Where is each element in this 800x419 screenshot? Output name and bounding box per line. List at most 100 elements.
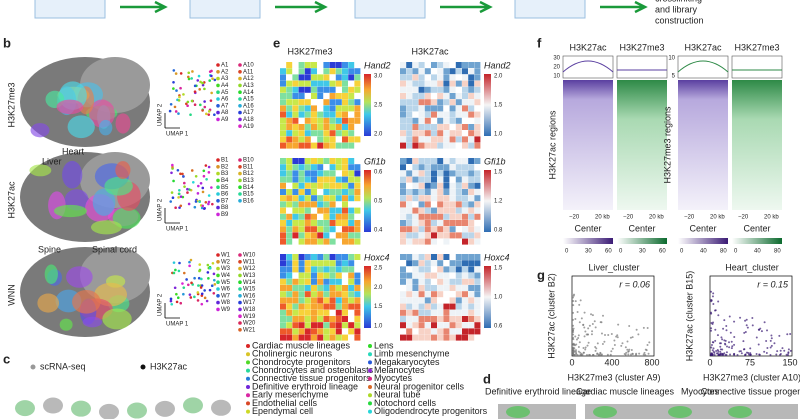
point bbox=[719, 342, 722, 345]
heat-cell bbox=[443, 176, 450, 183]
heat-cell bbox=[412, 334, 419, 341]
heat-cell bbox=[280, 285, 286, 291]
heat-cell bbox=[286, 68, 293, 75]
legend-dot bbox=[216, 158, 220, 162]
umap-dot bbox=[205, 178, 208, 181]
point bbox=[721, 353, 724, 356]
heat-cell bbox=[354, 297, 361, 304]
colorbar-tick: 40 bbox=[700, 249, 707, 255]
point bbox=[786, 333, 789, 336]
umap-dot bbox=[177, 269, 181, 273]
heat-cell bbox=[292, 201, 299, 208]
heat-cell bbox=[406, 322, 413, 329]
point bbox=[710, 346, 713, 349]
heat-cell bbox=[462, 201, 468, 208]
heat-cell bbox=[449, 207, 456, 214]
heat-cell bbox=[280, 176, 286, 183]
heat-cell bbox=[317, 158, 324, 164]
heat-cell bbox=[298, 176, 305, 183]
heat-cell bbox=[317, 291, 324, 298]
heat-cell bbox=[437, 285, 444, 291]
point bbox=[787, 353, 790, 356]
legend-entry: W1 bbox=[221, 253, 231, 259]
heat-cell bbox=[449, 74, 456, 81]
umap-dot bbox=[177, 192, 181, 196]
umap-dot bbox=[208, 266, 212, 270]
heat-cell bbox=[348, 130, 355, 137]
correlation: r = 0.06 bbox=[619, 279, 650, 289]
heat-cell bbox=[342, 68, 348, 75]
heat-cell bbox=[406, 226, 413, 233]
heat-cell bbox=[418, 158, 425, 164]
signal-heatmap bbox=[678, 80, 728, 210]
heat-cell bbox=[443, 164, 450, 171]
heat-cell bbox=[317, 201, 324, 208]
heat-cell bbox=[311, 142, 317, 149]
heat-cell bbox=[329, 124, 336, 130]
heat-cell bbox=[298, 74, 305, 81]
legend-dot bbox=[216, 260, 220, 264]
heat-cell bbox=[342, 124, 348, 130]
heat-cell bbox=[304, 189, 311, 195]
heat-cell bbox=[323, 170, 330, 177]
umap-dot bbox=[196, 291, 200, 294]
legend-entry: W16 bbox=[243, 293, 256, 299]
heat-cell bbox=[329, 105, 336, 112]
heat-cell bbox=[348, 254, 355, 260]
heat-cell bbox=[424, 328, 431, 335]
point bbox=[725, 329, 728, 332]
heat-cell bbox=[418, 182, 425, 189]
heat-cell bbox=[317, 316, 324, 322]
point bbox=[575, 352, 578, 355]
legend-entry: A5 bbox=[221, 90, 229, 96]
heat-cell bbox=[329, 111, 336, 118]
umap-dot bbox=[204, 200, 208, 204]
umap-dot bbox=[172, 69, 176, 72]
heat-cell bbox=[449, 278, 456, 285]
heat-cell bbox=[292, 99, 299, 106]
cell-type: Chondrocyte progenitors bbox=[252, 357, 351, 367]
heat-cell bbox=[348, 232, 355, 239]
heat-cell bbox=[342, 182, 348, 189]
umap-dot bbox=[210, 91, 213, 95]
cell-type: Notochord cells bbox=[374, 398, 437, 408]
heat-cell bbox=[449, 322, 456, 329]
point bbox=[601, 342, 604, 345]
heat-cell bbox=[292, 260, 299, 267]
heat-cell bbox=[424, 272, 431, 279]
heat-cell bbox=[406, 170, 413, 177]
heat-cell bbox=[304, 136, 311, 143]
legend-dot bbox=[368, 352, 372, 357]
profile-box bbox=[616, 55, 668, 79]
heat-cell bbox=[431, 220, 437, 226]
heat-cell bbox=[348, 124, 355, 130]
point bbox=[723, 339, 726, 342]
heat-cell bbox=[354, 80, 361, 87]
heat-cell bbox=[348, 164, 355, 171]
legend-entry: B8 bbox=[221, 205, 229, 211]
heat-cell bbox=[443, 158, 450, 164]
heat-cell bbox=[335, 124, 342, 130]
heat-cell bbox=[304, 74, 311, 81]
colorbar-tick: 60 bbox=[605, 249, 612, 255]
legend-dot bbox=[238, 104, 242, 108]
heat-cell bbox=[323, 105, 330, 112]
colorbar-tick: 30 bbox=[585, 249, 592, 255]
heat-cell bbox=[342, 195, 348, 202]
heat-cell bbox=[431, 328, 437, 335]
heat-cell bbox=[304, 226, 311, 233]
heat-cell bbox=[317, 117, 324, 124]
heat-cell bbox=[317, 86, 324, 93]
heat-cell bbox=[412, 170, 419, 177]
heat-cell bbox=[292, 207, 299, 214]
heat-cell bbox=[412, 99, 419, 106]
point bbox=[594, 349, 597, 352]
step-text: crosslinking bbox=[655, 0, 702, 3]
heat-cell bbox=[449, 158, 456, 164]
heat-cell bbox=[348, 182, 355, 189]
legend-dot bbox=[246, 409, 250, 414]
heat-cell bbox=[348, 189, 355, 195]
heat-cell bbox=[348, 266, 355, 273]
point bbox=[590, 333, 593, 336]
legend-entry: B1 bbox=[221, 158, 229, 164]
